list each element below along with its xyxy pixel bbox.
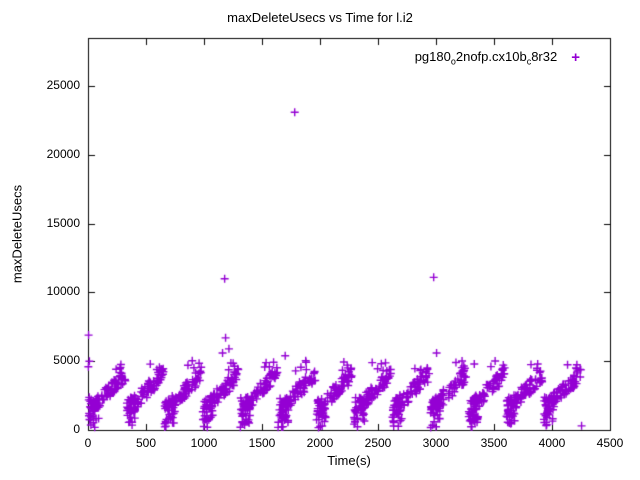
x-tick-label: 500 [135,436,157,450]
x-tick-label: 3000 [422,436,450,450]
y-tick-label: 15000 [46,215,80,230]
x-tick-label: 2000 [306,436,334,450]
chart-title: maxDeleteUsecs vs Time for l.i2 [227,10,413,25]
legend-plus-marker: + [571,49,580,67]
x-tick-label: 3500 [480,436,508,450]
y-tick-label: 5000 [53,353,80,368]
legend-label-part: 8r32 [531,49,558,64]
x-tick-label: 1500 [248,436,276,450]
x-tick-label: 4500 [596,436,624,450]
y-tick-label: 10000 [46,284,80,299]
y-tick-label: 20000 [46,146,80,161]
legend-label: pg180o2nofp.cx10bc8r32 [415,49,558,67]
y-tick-label: 25000 [46,78,80,93]
x-tick-label: 2500 [364,436,392,450]
x-tick-label: 0 [84,436,92,450]
y-axis-label: maxDeleteUsecs [9,184,25,284]
x-tick-label: 4000 [538,436,566,450]
legend-label-part: 2nofp.cx10b [455,49,527,64]
y-tick-label: 0 [73,422,80,436]
legend-label-sub: o [450,56,456,67]
legend-label-part: pg180 [414,49,451,64]
legend-label-sub: c [526,56,532,67]
legend: pg180o2nofp.cx10bc8r32 + [415,49,580,67]
x-axis-label: Time(s) [327,453,371,468]
x-tick-label: 1000 [190,436,218,450]
